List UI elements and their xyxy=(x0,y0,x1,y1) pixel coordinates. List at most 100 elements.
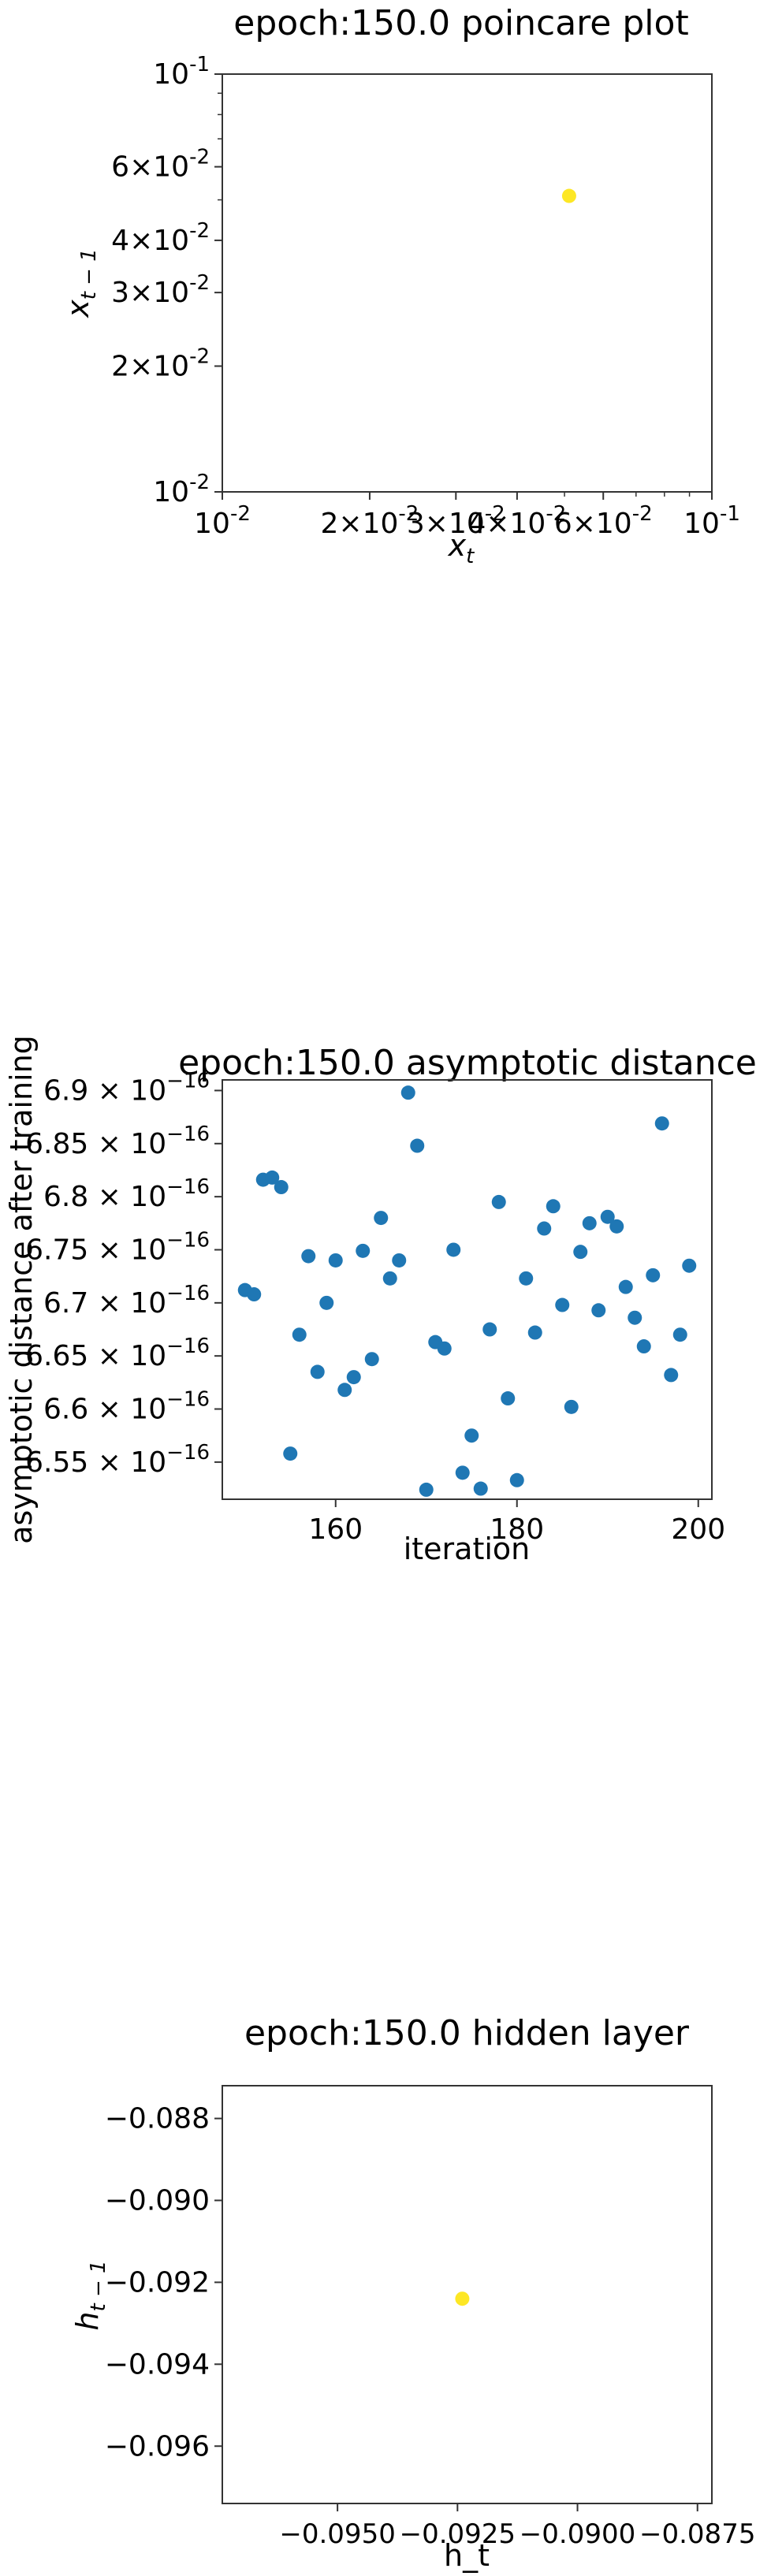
data-point xyxy=(546,1199,561,1214)
data-point xyxy=(356,1243,371,1258)
y-tick-label: 4×10-2 xyxy=(111,219,210,257)
data-point xyxy=(364,1352,379,1367)
y-tick-label: 6.9 × 10−16 xyxy=(43,1069,210,1107)
x-tick-label: 4×10-2 xyxy=(467,502,566,540)
y-tick-label: −0.092 xyxy=(105,2266,210,2299)
data-point xyxy=(519,1271,534,1286)
data-point xyxy=(582,1215,597,1230)
poincare-chart: epoch:150.0 poincare plot 10-22×10-23×10… xyxy=(61,3,740,568)
y-tick-label: −0.088 xyxy=(105,2103,210,2135)
data-point xyxy=(400,1085,415,1100)
x-tick-label: 3×10-2 xyxy=(407,502,505,540)
data-point xyxy=(600,1209,615,1224)
plot-area-frame xyxy=(222,2085,713,2504)
data-point xyxy=(310,1364,325,1379)
data-point xyxy=(464,1428,479,1443)
x-axis-label: xt xyxy=(448,528,475,568)
data-point xyxy=(573,1245,588,1260)
y-tick-label: −0.094 xyxy=(105,2348,210,2381)
data-point xyxy=(247,1287,262,1302)
data-point xyxy=(537,1221,552,1236)
x-tick-label: 10-2 xyxy=(194,502,251,540)
x-tick-label: −0.0925 xyxy=(400,2518,516,2550)
data-point xyxy=(455,1465,470,1480)
data-point xyxy=(455,2291,470,2306)
data-point xyxy=(446,1242,461,1257)
data-point xyxy=(672,1327,687,1342)
y-tick-label: 3×10-2 xyxy=(111,271,210,309)
data-point xyxy=(609,1219,624,1234)
x-tick-label: 160 xyxy=(308,1513,363,1546)
data-points xyxy=(237,1085,697,1497)
x-tick-label: 6×10-2 xyxy=(554,502,653,540)
x-tick-label: −0.0900 xyxy=(520,2518,635,2550)
data-point xyxy=(664,1368,679,1383)
data-point xyxy=(328,1253,343,1268)
data-point xyxy=(491,1194,506,1209)
data-point xyxy=(564,1399,579,1414)
chart-title: epoch:150.0 asymptotic distance xyxy=(178,1043,757,1083)
x-tick-label: 10-1 xyxy=(683,502,740,540)
y-tick-label: −0.090 xyxy=(105,2184,210,2217)
data-point xyxy=(527,1325,542,1340)
x-axis-ticks: 10-2 2×10-23×10-24×10-26×10-2 10-1 xyxy=(194,492,740,540)
y-tick-label: 2×10-2 xyxy=(111,344,210,382)
data-point xyxy=(265,1170,280,1185)
y-tick-label: 6×10-2 xyxy=(111,146,210,184)
plot-area-frame xyxy=(222,73,713,493)
data-point xyxy=(501,1391,516,1406)
data-point xyxy=(392,1253,407,1268)
data-point xyxy=(591,1303,606,1318)
y-axis-label: ht − 1 xyxy=(70,2260,110,2330)
y-axis-label: xt − 1 xyxy=(61,248,101,318)
x-tick-label: 2×10-2 xyxy=(321,502,419,540)
data-point xyxy=(561,188,576,203)
data-point xyxy=(283,1446,298,1461)
data-point xyxy=(473,1481,488,1496)
y-tick-label: 6.75 × 10−16 xyxy=(25,1228,210,1266)
data-point xyxy=(682,1258,697,1273)
plot-area-frame xyxy=(222,1079,713,1500)
data-point xyxy=(482,1322,497,1337)
data-point xyxy=(555,1297,570,1312)
data-point xyxy=(337,1383,352,1398)
data-point xyxy=(646,1268,661,1282)
data-point xyxy=(654,1116,669,1131)
y-tick-label: 10-2 xyxy=(153,471,210,508)
y-tick-label: 6.85 × 10−16 xyxy=(25,1122,210,1160)
x-axis-label: h_t xyxy=(444,2538,490,2573)
y-tick-label: −0.096 xyxy=(105,2430,210,2462)
y-tick-label: 6.65 × 10−16 xyxy=(25,1335,210,1372)
data-point xyxy=(301,1249,316,1264)
data-point xyxy=(274,1180,289,1195)
data-point xyxy=(410,1138,425,1153)
asymptotic-distance-chart: epoch:150.0 asymptotic distance 6.55 × 1… xyxy=(4,1035,757,1566)
y-axis-ticks: −0.096 −0.094 −0.092 −0.090 −0.088 xyxy=(105,2103,222,2462)
data-point xyxy=(382,1271,397,1286)
hidden-layer-chart: epoch:150.0 hidden layer −0.096−0.094−0.… xyxy=(70,2013,755,2573)
data-point xyxy=(292,1327,307,1342)
y-tick-label: 6.7 × 10−16 xyxy=(43,1282,210,1320)
x-axis-label: iteration xyxy=(404,1532,531,1566)
data-point xyxy=(437,1341,452,1356)
y-tick-label: 6.8 × 10−16 xyxy=(43,1175,210,1213)
x-tick-label: 180 xyxy=(490,1513,544,1546)
data-point xyxy=(628,1310,642,1325)
x-axis-ticks: 160 180 200 xyxy=(308,1499,725,1546)
data-point xyxy=(346,1370,361,1385)
data-point xyxy=(636,1339,651,1354)
chart-title: epoch:150.0 hidden layer xyxy=(244,2013,690,2053)
y-tick-label: 6.55 × 10−16 xyxy=(25,1441,210,1479)
y-axis-ticks: 6.55 × 10−16 6.6 × 10−16 6.65 × 10−16 6.7 ×… xyxy=(25,1069,222,1479)
x-tick-label: −0.0875 xyxy=(639,2518,755,2550)
y-tick-label: 6.6 × 10−16 xyxy=(43,1388,210,1426)
data-point xyxy=(618,1279,633,1294)
x-axis-ticks: −0.0950 −0.0925 −0.0900 −0.0875 xyxy=(279,2503,755,2550)
y-tick-label: 10-1 xyxy=(153,53,210,91)
x-tick-label: −0.0950 xyxy=(279,2518,395,2550)
data-points xyxy=(455,2291,470,2306)
data-points xyxy=(561,188,576,203)
chart-title: epoch:150.0 poincare plot xyxy=(233,3,688,43)
data-point xyxy=(419,1482,434,1497)
